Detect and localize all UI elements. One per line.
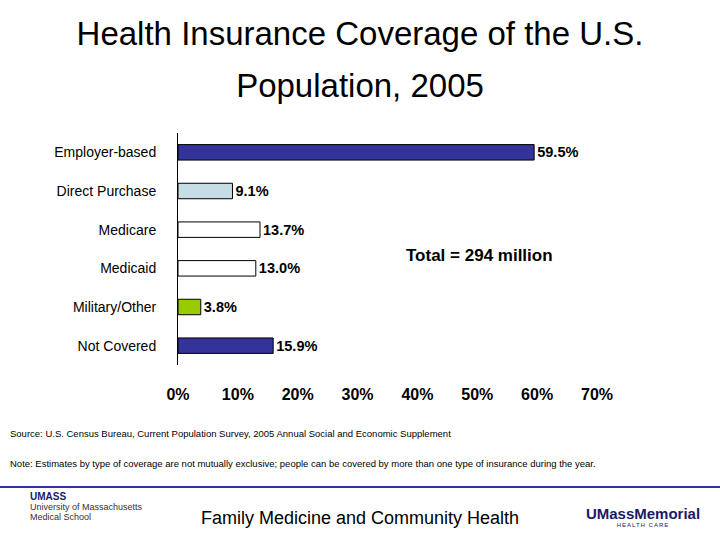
html-text:University of Massachusetts Me: University of Massachusetts Medical Scho… — [30, 502, 142, 522]
html-text:Health Insurance Coverage of t: Health Insurance Coverage of the U.S. Po… — [76, 15, 644, 104]
svg-text:13.7%: 13.7% — [263, 222, 304, 238]
svg-text:70%: 70% — [581, 386, 613, 403]
svg-text:50%: 50% — [461, 386, 493, 403]
html-text:HEALTH CARE: HEALTH CARE — [616, 522, 670, 528]
svg-text:10%: 10% — [222, 386, 254, 403]
svg-text:Employer-based: Employer-based — [54, 144, 156, 160]
svg-text:60%: 60% — [521, 386, 553, 403]
svg-text:Total = 294 million: Total = 294 million — [406, 246, 553, 265]
svg-text:20%: 20% — [282, 386, 314, 403]
svg-text:Not Covered: Not Covered — [78, 338, 157, 354]
html-text:Source: U.S. Census Bureau, Cu: Source: U.S. Census Bureau, Current Popu… — [10, 428, 451, 439]
svg-text:Medicaid: Medicaid — [100, 260, 156, 276]
svg-text:40%: 40% — [401, 386, 433, 403]
svg-text:59.5%: 59.5% — [537, 144, 578, 160]
html-text:UMassMemorial: UMassMemorial — [585, 505, 701, 522]
svg-text:3.8%: 3.8% — [204, 299, 237, 315]
svg-text:Medicare: Medicare — [99, 222, 157, 238]
svg-text:0%: 0% — [166, 386, 189, 403]
svg-text:30%: 30% — [342, 386, 374, 403]
svg-text:Direct Purchase: Direct Purchase — [57, 183, 157, 199]
html-text:Family Medicine and Community: Family Medicine and Community Health — [200, 508, 520, 528]
svg-text:Military/Other: Military/Other — [73, 299, 157, 315]
html-text:UMASS: UMASS — [30, 491, 67, 502]
svg-text:9.1%: 9.1% — [235, 183, 268, 199]
html-text:Note: Estimates by type of cov: Note: Estimates by type of coverage are … — [10, 458, 596, 469]
svg-text:15.9%: 15.9% — [276, 338, 317, 354]
svg-text:13.0%: 13.0% — [259, 260, 300, 276]
